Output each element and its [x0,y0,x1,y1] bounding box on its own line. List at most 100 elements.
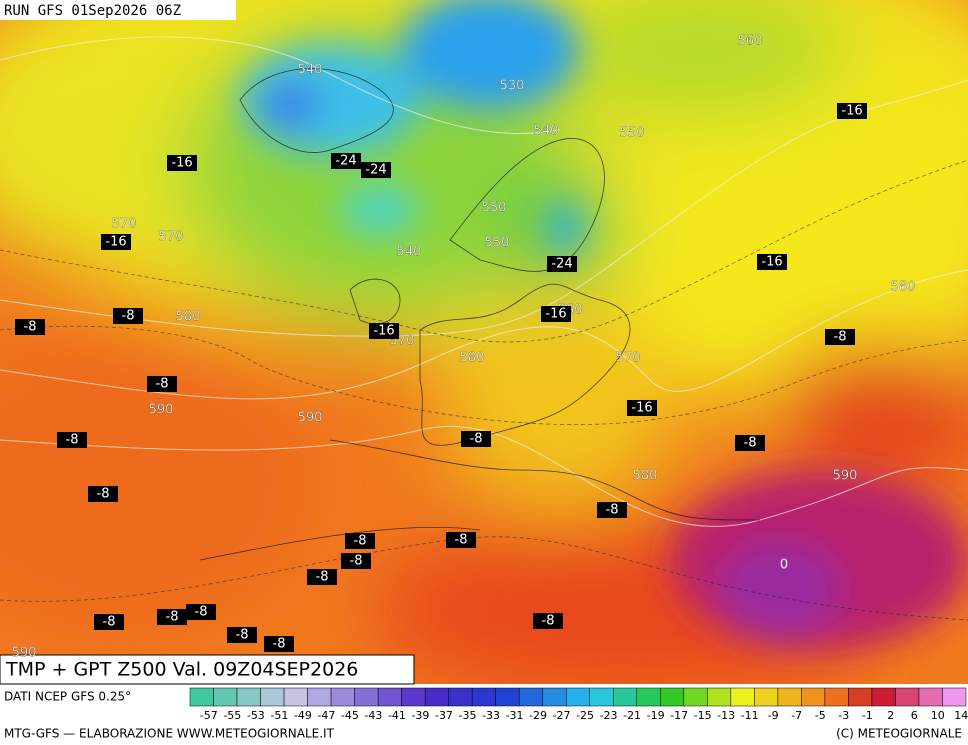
colorbar-tick-label: -5 [815,709,826,722]
colorbar-swatch [613,687,638,707]
colorbar-tick-label: -21 [623,709,641,722]
isotherm-label: -8 [470,432,483,447]
isotherm-label-box [446,532,476,548]
isotherm-label: -16 [631,401,652,416]
isotherm-label-box [533,613,563,629]
colorbar-tick-label: -47 [317,709,335,722]
colorbar-tick-label: -41 [388,709,406,722]
colorbar-swatch [824,687,849,707]
colorbar-swatch [448,687,473,707]
colorbar-tick-label: -53 [247,709,265,722]
isotherm-label: -8 [66,433,79,448]
isotherm-label: -8 [103,615,116,630]
isotherm-label-box [757,254,787,270]
colorbar-swatch [895,687,920,707]
colorbar-tick-label: -51 [270,709,288,722]
geopotential-label: 560 [738,34,763,49]
colorbar-tick-label: -33 [482,709,500,722]
isotherm-label: -16 [105,235,126,250]
isotherm-label-box [547,256,577,272]
isotherm-label: -8 [97,487,110,502]
isotherm-label-box [147,376,177,392]
footer-left: MTG-GFS — ELABORAZIONE WWW.METEOGIORNALE… [4,727,335,741]
footer-right: (C) METEOGIORNALE [836,727,962,741]
geopotential-label: 570 [112,217,137,232]
colorbar-tick-label: -11 [741,709,759,722]
isotherm-label-box [369,323,399,339]
isotherm-label-box [837,103,867,119]
isotherm-label: -16 [171,156,192,171]
isotherm-label-box [167,155,197,171]
geopotential-label: 540 [298,63,323,78]
colorbar-swatch [707,687,732,707]
isotherm-label: -8 [236,628,249,643]
isotherm-label: -8 [24,320,37,335]
colorbar-swatch [636,687,661,707]
isotherm-label-box [88,486,118,502]
isohypses [0,36,968,527]
geopotential-label: 570 [159,230,184,245]
colorbar-tick-label: -55 [223,709,241,722]
colorbar-swatch [589,687,614,707]
colorbar-swatch [283,687,308,707]
isotherm-label-box [597,502,627,518]
colorbar-swatch [518,687,543,707]
colorbar-swatch [213,687,238,707]
isotherm-label-box [627,400,657,416]
isotherm-label: -16 [373,324,394,339]
isotherm-label-box [345,533,375,549]
isotherm-label: -8 [744,436,757,451]
colorbar-tick-label: -19 [647,709,665,722]
colorbar-tick-label: -7 [791,709,802,722]
isotherm-label: -8 [606,503,619,518]
geopotential-label: 550 [620,126,645,141]
geopotential-label: 550 [482,201,507,216]
colorbar-swatch [377,687,402,707]
isotherm-label: -24 [551,257,572,272]
colorbar-swatch [801,687,826,707]
isotherm-label-box [157,609,187,625]
colorbar-swatch [683,687,708,707]
geopotential-label: 580 [176,310,201,325]
colorbar-tick-label: 2 [887,709,894,722]
colorbar-swatch [754,687,779,707]
geopotential-label: 590 [833,469,858,484]
colorbar-tick-label: -13 [717,709,735,722]
isotherm-label: -8 [542,614,555,629]
colorbar-tick-label: -29 [529,709,547,722]
colorbar-tick-label: -9 [768,709,779,722]
colorbar-tick-label: -57 [200,709,218,722]
colorbar-tick-label: -45 [341,709,359,722]
isotherm-label-box [461,431,491,447]
isotherm-label: -24 [365,163,386,178]
colorbar-swatch [354,687,379,707]
colorbar-tick-label: -27 [553,709,571,722]
run-box [0,0,236,20]
colorbar-swatch [565,687,591,707]
colorbar-tick-label: -25 [576,709,594,722]
geopotential-label: 590 [298,411,323,426]
isotherm-label: -8 [350,554,363,569]
colorbar-swatch [236,687,261,707]
isotherm-label-box [15,319,45,335]
colorbar-tick-label: -3 [838,709,849,722]
isotherm-label-box [186,604,216,620]
caption-box [0,654,415,685]
isotherm-label: -8 [156,377,169,392]
colorbar-swatch [542,687,567,707]
colorbar-tick-label: 6 [911,709,918,722]
colorbar-tick-label: -23 [600,709,618,722]
colorbar-tick-label: -35 [458,709,476,722]
isotherm-label-box [113,308,143,324]
isotherm-label-box [361,162,391,178]
geopotential-label: 590 [12,646,37,661]
isotherm-label-box [735,435,765,451]
colorbar-tick-label: 14 [954,709,968,722]
colorbar-swatch [918,687,943,707]
geopotential-label: 590 [149,403,174,418]
isotherm-label: -8 [166,610,179,625]
caption: TMP + GPT Z500 Val. 09Z04SEP2026 [5,659,358,681]
colorbar-swatch [307,687,332,707]
